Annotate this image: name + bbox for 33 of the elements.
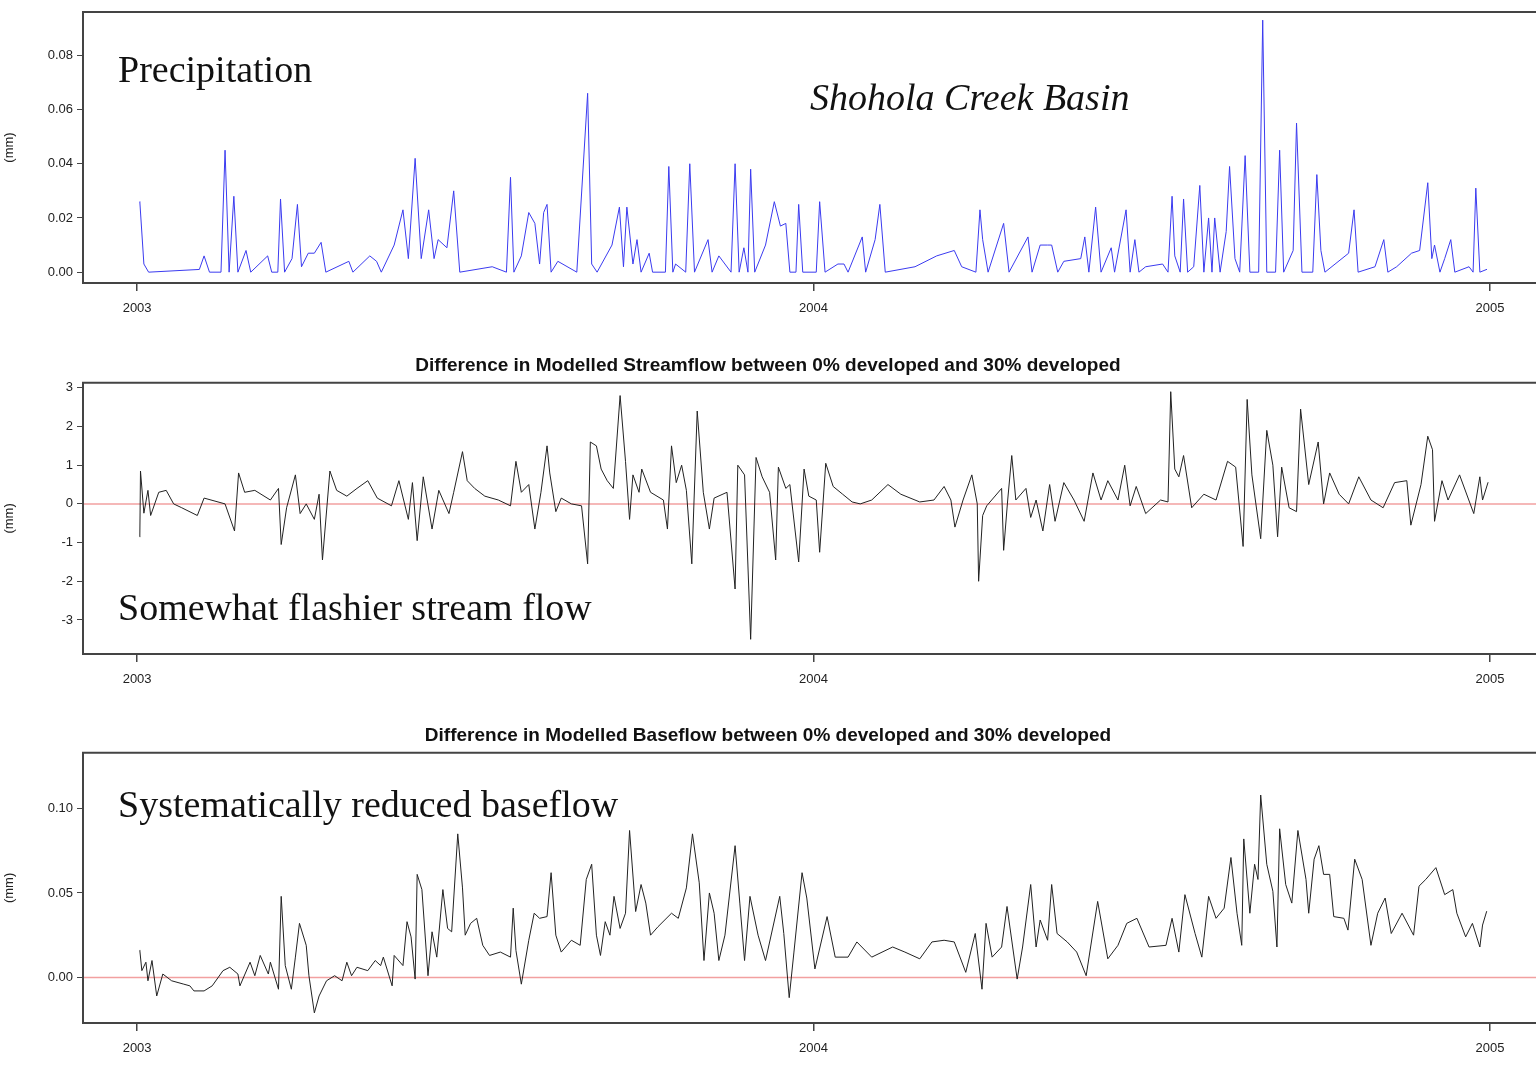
x-tick-label: 2005 xyxy=(1475,671,1505,687)
y-tick-label: 0.08 xyxy=(47,46,73,62)
annotation: Shohola Creek Basin xyxy=(810,76,1130,118)
annotation: Systematically reduced baseflow xyxy=(118,782,619,825)
x-tick-label: 2005 xyxy=(1475,1040,1505,1056)
y-tick-label: 3 xyxy=(65,379,73,395)
x-tick-label: 2004 xyxy=(799,671,829,687)
annotation: Somewhat flashier stream flow xyxy=(118,585,593,628)
y-tick-label: 0 xyxy=(65,495,73,511)
x-tick-label: 2004 xyxy=(799,1040,829,1056)
y-tick-label: 0.00 xyxy=(47,263,73,279)
y-axis-title: (mm) xyxy=(1,503,17,534)
y-tick-label: 0.00 xyxy=(47,968,73,984)
x-tick-label: 2003 xyxy=(122,671,152,687)
x-tick-label: 2004 xyxy=(799,300,829,316)
y-axis-title: (mm) xyxy=(1,132,17,163)
y-tick-label: 0.10 xyxy=(47,800,73,816)
y-tick-label: 0.04 xyxy=(47,155,73,171)
y-axis-title: (mm) xyxy=(1,872,17,904)
y-tick-label: -3 xyxy=(61,611,73,627)
y-tick-label: 0.02 xyxy=(47,209,73,225)
x-tick-label: 2005 xyxy=(1475,300,1505,316)
chart-title: Difference in Modelled Baseflow between 0% developed and 30% developed xyxy=(424,723,1112,745)
x-tick-label: 2003 xyxy=(122,1040,152,1056)
y-tick-label: 0.06 xyxy=(47,101,73,117)
y-tick-label: 0.05 xyxy=(47,884,73,900)
y-tick-label: -1 xyxy=(61,534,73,550)
chart-title: Difference in Modelled Streamflow between 0% developed and 30% developed xyxy=(415,353,1121,375)
y-tick-label: 1 xyxy=(65,456,73,472)
annotation: Precipitation xyxy=(118,48,313,90)
x-tick-label: 2003 xyxy=(122,300,152,316)
y-tick-label: 2 xyxy=(65,418,73,434)
y-tick-label: -2 xyxy=(61,572,73,588)
